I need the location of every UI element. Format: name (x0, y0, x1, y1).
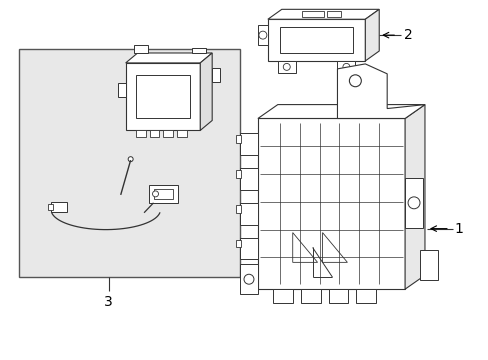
Bar (257, 25, 267, 45)
Bar (51, 202, 67, 212)
Circle shape (407, 197, 419, 209)
Bar (240, 168, 257, 190)
Bar (404, 178, 422, 228)
Bar (240, 203, 257, 225)
Bar (135, 130, 145, 137)
Circle shape (244, 274, 253, 284)
Polygon shape (337, 64, 424, 118)
Bar (272, 289, 292, 303)
Bar (300, 289, 320, 303)
Bar (236, 170, 241, 178)
Bar (277, 61, 295, 73)
Bar (301, 11, 323, 17)
Bar (337, 61, 355, 73)
Polygon shape (365, 9, 379, 61)
Bar (48, 204, 53, 210)
Polygon shape (267, 9, 379, 19)
Bar (356, 289, 375, 303)
Circle shape (128, 157, 133, 162)
Circle shape (342, 63, 349, 70)
Bar (19, 49, 240, 277)
Circle shape (152, 191, 158, 197)
Bar (192, 48, 206, 53)
Bar (118, 83, 125, 96)
Circle shape (283, 63, 290, 70)
Bar (148, 185, 178, 203)
Bar (212, 68, 220, 82)
Circle shape (258, 31, 266, 39)
Bar (177, 130, 187, 137)
Bar (153, 189, 173, 199)
Polygon shape (125, 53, 212, 63)
Bar (236, 205, 241, 213)
Polygon shape (257, 105, 424, 118)
Bar (419, 251, 437, 280)
Circle shape (349, 75, 361, 87)
Bar (240, 264, 257, 294)
Bar (326, 11, 341, 17)
Bar (125, 63, 200, 130)
Bar (279, 27, 353, 53)
Bar (236, 239, 241, 247)
Bar (163, 130, 173, 137)
Bar (240, 133, 257, 155)
Bar (257, 118, 404, 289)
Polygon shape (200, 53, 212, 130)
Bar (240, 238, 257, 260)
Bar (236, 135, 241, 143)
Bar (133, 45, 147, 53)
Text: 3: 3 (104, 295, 113, 309)
Bar (328, 289, 347, 303)
Polygon shape (404, 105, 424, 289)
Polygon shape (292, 233, 317, 262)
Text: 1: 1 (454, 222, 463, 236)
Bar (135, 75, 190, 118)
Polygon shape (322, 233, 346, 262)
Bar (149, 130, 159, 137)
Text: 2: 2 (403, 28, 412, 42)
Bar (267, 19, 365, 61)
